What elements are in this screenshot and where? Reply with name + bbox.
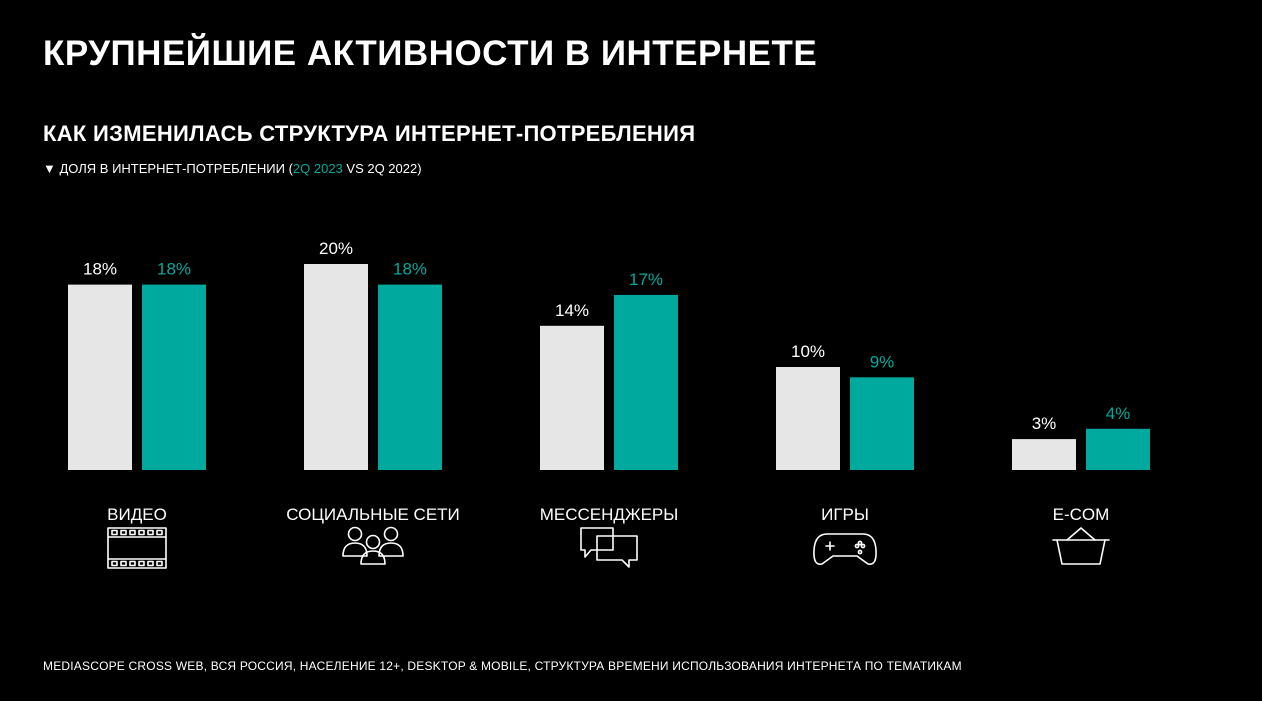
legend-prefix: ▼ ДОЛЯ В ИНТЕРНЕТ-ПОТРЕБЛЕНИИ ( (43, 161, 293, 176)
bar-2022 (540, 325, 604, 470)
people-icon (342, 526, 404, 565)
category-label: МЕССЕНДЖЕРЫ (540, 505, 679, 524)
legend-highlight-2023: 2Q 2023 (292, 161, 343, 176)
bar-2023 (614, 294, 678, 470)
film-icon (107, 527, 167, 569)
category-label: E-COM (1053, 505, 1110, 524)
bar-2022 (304, 264, 368, 470)
category-label: СОЦИАЛЬНЫЕ СЕТИ (286, 505, 460, 524)
bar-2022 (1012, 439, 1076, 470)
value-label-2023: 18% (393, 260, 427, 279)
bar-group: 20% 18% СОЦИАЛЬНЫЕ СЕТИ (286, 239, 460, 565)
value-label-2023: 4% (1106, 404, 1131, 423)
bar-group: 3% 4% E-COM (1012, 404, 1150, 565)
bar-group: 10% 9% ИГРЫ (776, 342, 914, 566)
bar-2022 (776, 367, 840, 470)
value-label-2023: 17% (629, 270, 663, 289)
bar-2023 (1086, 428, 1150, 470)
bar-2023 (142, 284, 206, 470)
category-label: ИГРЫ (821, 505, 869, 524)
page-title: КРУПНЕЙШИЕ АКТИВНОСТИ В ИНТЕРНЕТЕ (43, 34, 818, 73)
gamepad-icon (813, 533, 877, 566)
basket-icon (1052, 527, 1110, 565)
chart-subtitle: КАК ИЗМЕНИЛАСЬ СТРУКТУРА ИНТЕРНЕТ-ПОТРЕБ… (43, 121, 696, 146)
value-label-2022: 18% (83, 260, 117, 279)
value-label-2023: 9% (870, 352, 895, 371)
value-label-2022: 20% (319, 239, 353, 258)
legend-suffix: VS 2Q 2022) (342, 161, 422, 176)
category-label: ВИДЕО (107, 505, 167, 524)
source-note: MEDIASCOPE CROSS WEB, ВСЯ РОССИЯ, НАСЕЛЕ… (43, 659, 962, 673)
bar-2022 (68, 284, 132, 470)
bar-group: 14% 17% МЕССЕНДЖЕРЫ (540, 270, 679, 568)
bar-2023 (850, 377, 914, 470)
bar-group: 18% 18% ВИДЕО (68, 260, 206, 569)
bar-2023 (378, 284, 442, 470)
value-label-2023: 18% (157, 260, 191, 279)
value-label-2022: 10% (791, 342, 825, 361)
value-label-2022: 3% (1032, 414, 1057, 433)
bar-chart: 18% 18% ВИДЕО 20% 18% СОЦИАЛЬНЫЕ СЕТИ 14% 17% МЕ… (68, 239, 1150, 569)
chat-icon (580, 527, 638, 568)
value-label-2022: 14% (555, 301, 589, 320)
legend-line: ▼ ДОЛЯ В ИНТЕРНЕТ-ПОТРЕБЛЕНИИ (2Q 2023 V… (43, 161, 422, 176)
